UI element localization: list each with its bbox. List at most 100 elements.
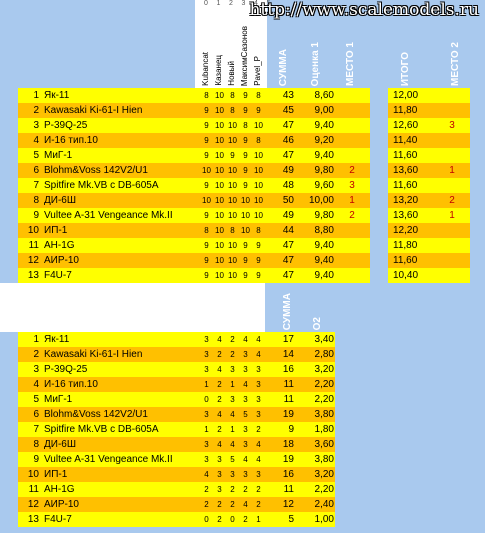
judge-score: 2: [217, 515, 222, 524]
row-number: 3: [33, 120, 39, 131]
row-background: [18, 422, 335, 437]
sum: 14: [282, 349, 294, 360]
row-background: [18, 452, 335, 467]
column-header: Kubancat: [201, 52, 210, 86]
row-number: 6: [33, 165, 39, 176]
judge-score: 9: [230, 151, 235, 160]
average-score: 2,20: [314, 484, 334, 495]
row-background: [18, 253, 370, 268]
judge-score: 0: [204, 395, 209, 404]
row-number: 5: [33, 394, 39, 405]
judge-score: 10: [215, 181, 224, 190]
judge-score: 9: [256, 271, 261, 280]
judge-score: 10: [228, 121, 237, 130]
row-number: 10: [27, 225, 39, 236]
row-background: [18, 118, 370, 133]
aircraft-name: АН-1G: [44, 484, 75, 495]
average-score: 9,60: [314, 180, 334, 191]
sum: 43: [282, 90, 294, 101]
judge-score: 10: [215, 271, 224, 280]
row-background: [18, 223, 370, 238]
judge-score: 3: [230, 470, 235, 479]
judge-score: 3: [230, 365, 235, 374]
judge-score: 8: [256, 91, 261, 100]
judge-score: 10: [228, 241, 237, 250]
row-background: [388, 148, 470, 163]
judge-score: 10: [215, 211, 224, 220]
sum: 11: [283, 379, 294, 390]
judge-score: 10: [254, 196, 263, 205]
judge-score: 3: [217, 485, 222, 494]
aircraft-name: Kawasaki Ki-61-I Hien: [44, 349, 143, 360]
row-background: [18, 332, 335, 347]
judge-score: 4: [204, 470, 209, 479]
row-background: [388, 238, 470, 253]
judge-score: 10: [215, 226, 224, 235]
judge-score: 9: [243, 271, 248, 280]
average-score: 3,40: [314, 334, 334, 345]
judge-score: 2: [256, 425, 261, 434]
judge-score: 3: [243, 365, 248, 374]
judge-score: 3: [243, 350, 248, 359]
judge-score: 3: [204, 440, 209, 449]
average-score: 9,40: [314, 240, 334, 251]
sum: 45: [282, 105, 294, 116]
aircraft-name: Як-11: [44, 334, 70, 345]
place-1: 2: [349, 210, 355, 221]
row-number: 2: [33, 105, 39, 116]
aircraft-name: ИП-1: [44, 469, 68, 480]
average-score: 3,20: [314, 364, 334, 375]
average-score: 9,80: [314, 165, 334, 176]
judge-score: 10: [202, 166, 211, 175]
judge-score: 2: [217, 395, 222, 404]
judge-score: 10: [254, 151, 263, 160]
judge-score: 10: [241, 226, 250, 235]
sum: 49: [282, 210, 294, 221]
row-background: [18, 163, 370, 178]
aircraft-name: Spitfire Mk.VB c DB-605A: [44, 180, 159, 191]
judge-score: 8: [243, 121, 248, 130]
average-score: 3,20: [314, 469, 334, 480]
judge-score: 10: [215, 256, 224, 265]
sum: 9: [288, 424, 294, 435]
row-background: [18, 362, 335, 377]
judge-score: 1: [256, 515, 261, 524]
header-white: [195, 0, 267, 88]
row-background: [18, 193, 370, 208]
judge-score: 10: [215, 166, 224, 175]
average-score: 9,40: [314, 255, 334, 266]
judge-score: 10: [228, 166, 237, 175]
average-score: 2,20: [314, 379, 334, 390]
row-number: 4: [33, 379, 39, 390]
aircraft-name: МиГ-1: [44, 394, 73, 405]
average-score: 9,00: [314, 105, 334, 116]
row-background: [18, 482, 335, 497]
judge-score: 10: [215, 241, 224, 250]
column-header: МЕСТО 2: [450, 42, 461, 86]
judge-score: 3: [256, 395, 261, 404]
row-background: [388, 178, 470, 193]
judge-score: 9: [204, 151, 209, 160]
total: 11,60: [393, 150, 418, 161]
row-number: 12: [27, 499, 39, 510]
judge-score: 9: [243, 136, 248, 145]
judge-score: 10: [215, 151, 224, 160]
judge-score: 9: [256, 106, 261, 115]
sum: 18: [282, 439, 294, 450]
row-background: [388, 193, 470, 208]
judge-score: 10: [228, 136, 237, 145]
judge-score: 10: [228, 211, 237, 220]
judge-score: 9: [243, 166, 248, 175]
row-background: [18, 437, 335, 452]
average-score: 2,40: [314, 499, 334, 510]
row-background: [388, 133, 470, 148]
row-number: 9: [33, 454, 39, 465]
judge-score: 10: [254, 181, 263, 190]
sum: 19: [282, 409, 294, 420]
aircraft-name: МиГ-1: [44, 150, 73, 161]
judge-score: 4: [217, 365, 222, 374]
judge-score: 4: [256, 455, 261, 464]
row-number: 9: [33, 210, 39, 221]
column-header: МаксимСазонов: [240, 25, 249, 86]
judge-score: 3: [256, 365, 261, 374]
